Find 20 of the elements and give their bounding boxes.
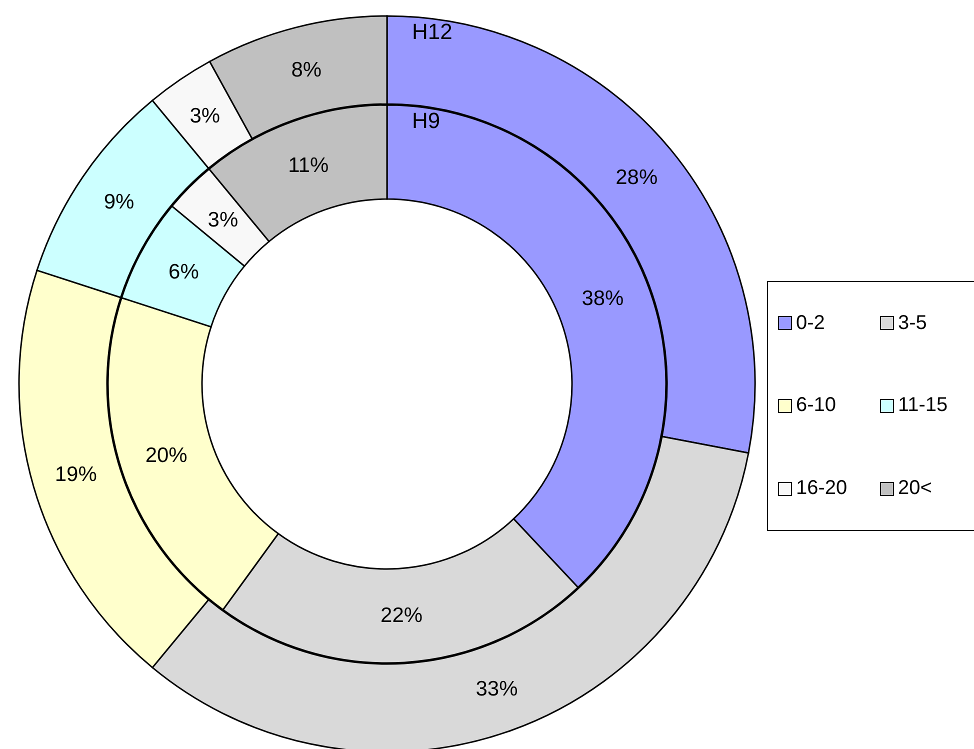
data-label: 6% xyxy=(168,260,199,284)
legend-label: 3-5 xyxy=(898,312,927,335)
data-label: 9% xyxy=(104,190,134,214)
data-label: 20% xyxy=(145,444,188,468)
legend-label: 20< xyxy=(898,477,932,500)
data-label: 33% xyxy=(476,677,518,700)
data-label: 38% xyxy=(582,287,624,310)
data-label: 19% xyxy=(54,462,97,486)
data-label: 8% xyxy=(291,58,322,82)
data-label: 28% xyxy=(616,166,658,189)
data-label: 3% xyxy=(190,104,220,128)
slice-label: H12 xyxy=(412,19,452,45)
data-label: 3% xyxy=(208,208,238,232)
data-label: 22% xyxy=(380,604,423,628)
slice-label: H9 xyxy=(412,108,440,134)
legend-label: 16-20 xyxy=(796,477,848,500)
legend-label: 11-15 xyxy=(898,394,948,418)
legend-label: 0-2 xyxy=(796,312,825,335)
legend-label: 6-10 xyxy=(796,394,836,418)
data-label: 11% xyxy=(288,154,329,178)
